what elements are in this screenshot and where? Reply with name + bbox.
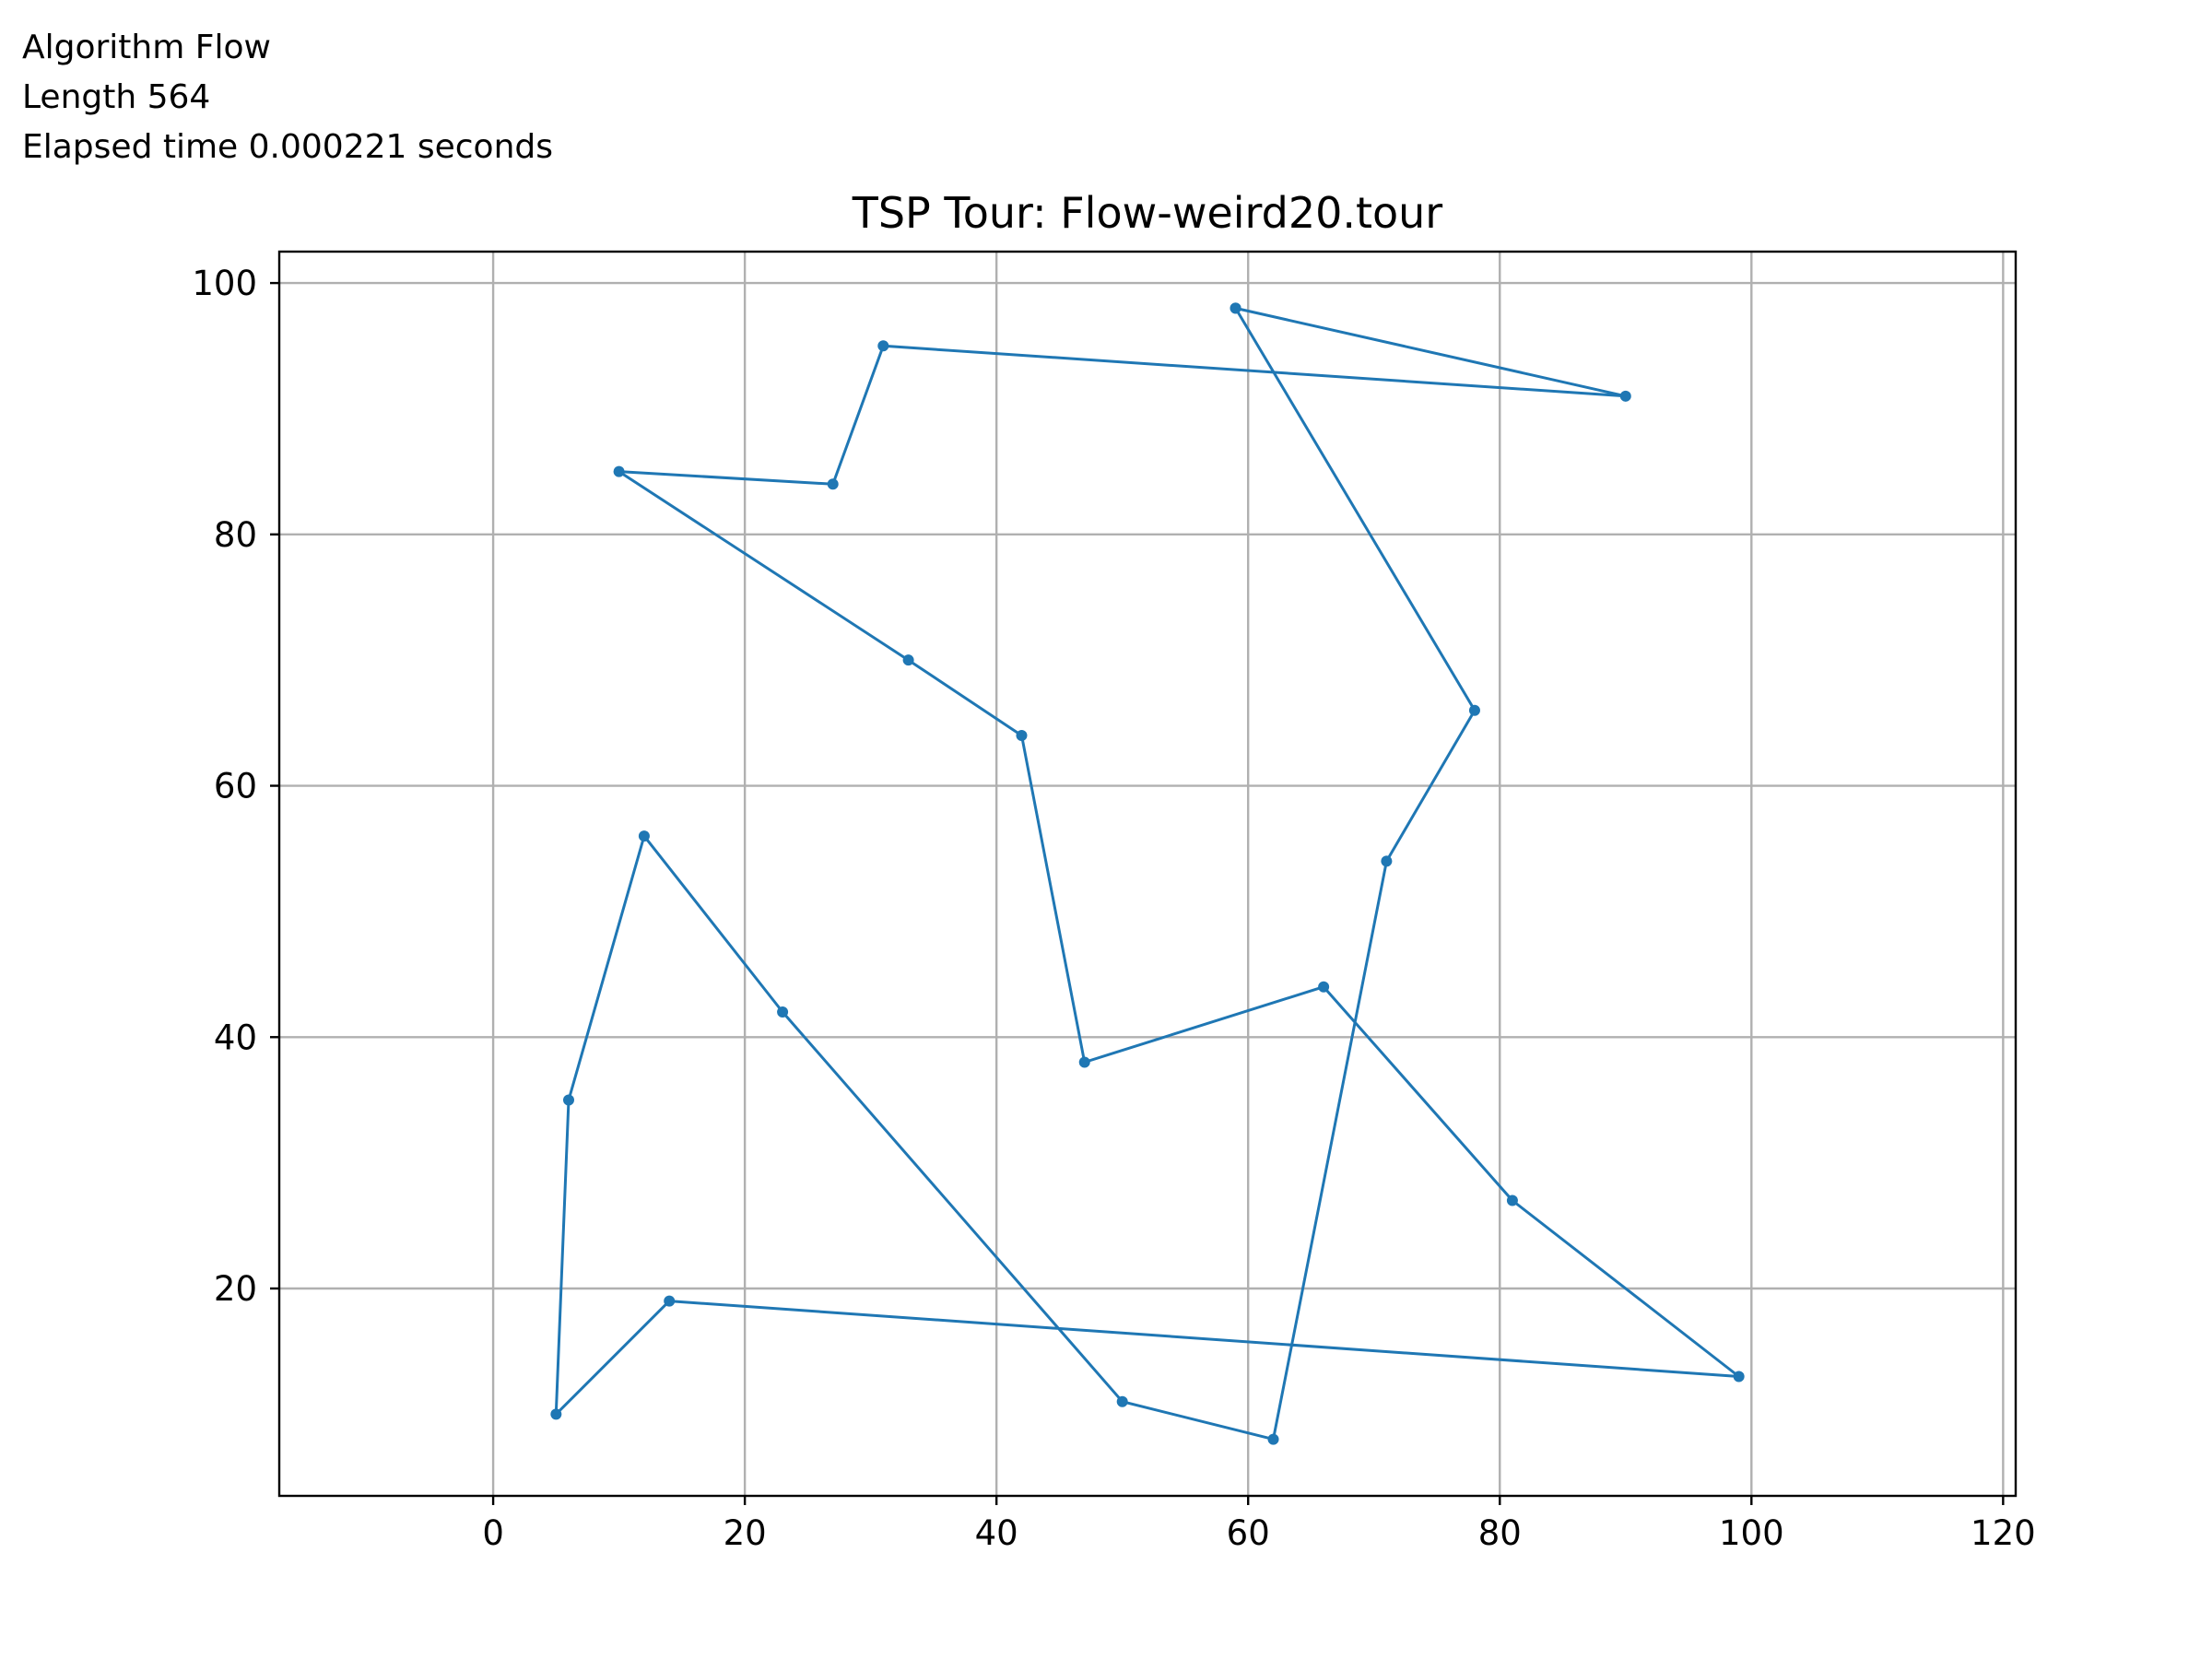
city-point (550, 1408, 562, 1420)
city-point (1318, 981, 1330, 993)
city-point (1381, 855, 1393, 867)
y-tick-label: 80 (214, 515, 257, 555)
x-tick-label: 20 (724, 1513, 767, 1553)
city-point (1116, 1395, 1128, 1407)
city-point (1619, 390, 1631, 402)
city-point (1733, 1371, 1745, 1382)
x-tick-label: 40 (975, 1513, 1018, 1553)
y-tick-label: 100 (192, 264, 257, 303)
x-tick-label: 100 (1719, 1513, 1784, 1553)
city-point (902, 654, 914, 666)
y-tick-label: 40 (214, 1018, 257, 1057)
city-point (827, 478, 839, 490)
algorithm-label: Algorithm Flow (22, 29, 271, 66)
city-point (1468, 704, 1480, 716)
tour-length-label: Length 564 (22, 78, 211, 116)
city-point (1267, 1433, 1279, 1445)
tour-path-line (554, 306, 1741, 1441)
y-tick-label: 60 (214, 767, 257, 806)
x-tick-label: 80 (1478, 1513, 1522, 1553)
city-point (563, 1094, 574, 1106)
chart-title: TSP Tour: Flow-weird20.tour (852, 188, 1443, 238)
elapsed-time-label: Elapsed time 0.000221 seconds (22, 128, 553, 166)
city-point (777, 1006, 789, 1018)
y-tick-label: 20 (214, 1269, 257, 1309)
city-point (1506, 1194, 1518, 1206)
plot-frame (277, 250, 2018, 1498)
tour-series (550, 302, 1745, 1445)
city-point (1016, 730, 1028, 741)
axis-ticks: 0 20 40 60 80 100 120 20 40 60 80 100 (192, 264, 2035, 1553)
city-point (638, 830, 650, 842)
x-tick-label: 120 (1971, 1513, 2036, 1553)
city-point (664, 1295, 676, 1307)
city-point (1230, 302, 1241, 314)
x-tick-label: 60 (1227, 1513, 1270, 1553)
city-point (1078, 1056, 1090, 1068)
grid-lines (279, 252, 2016, 1496)
x-tick-label: 0 (482, 1513, 504, 1553)
city-point (613, 465, 625, 477)
city-point (877, 340, 889, 352)
